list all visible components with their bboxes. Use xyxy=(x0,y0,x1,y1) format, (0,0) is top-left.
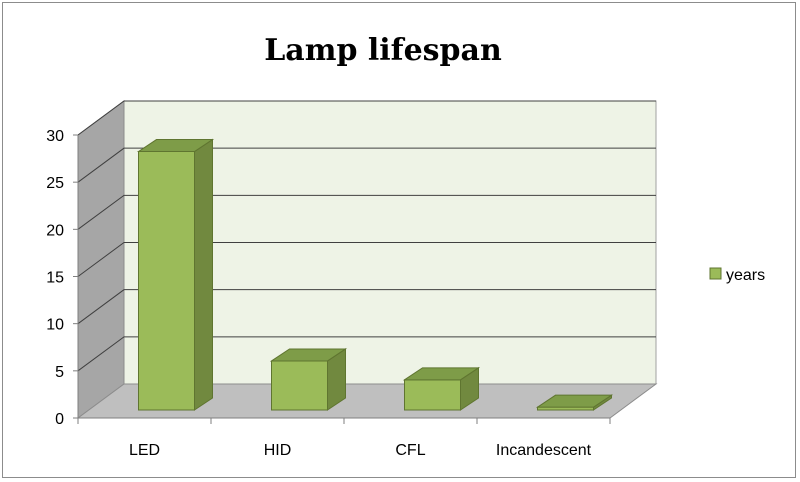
bar xyxy=(535,394,614,411)
gridline xyxy=(77,289,656,325)
legend: years xyxy=(709,267,765,284)
bar xyxy=(136,138,215,411)
bars xyxy=(136,138,614,411)
y-tick-label: 15 xyxy=(46,270,64,287)
gridline xyxy=(77,194,656,230)
x-tick-label: LED xyxy=(129,442,160,459)
bar-top xyxy=(136,139,215,153)
y-tick-label: 0 xyxy=(55,411,64,428)
bar-front xyxy=(404,379,461,411)
x-axis-labels: LED HID CFL Incandescent xyxy=(77,418,611,459)
chart-title: Lamp lifespan xyxy=(264,33,502,68)
gridline xyxy=(77,242,656,277)
x-tick-label: CFL xyxy=(395,442,425,459)
x-tick-label: Incandescent xyxy=(496,442,592,459)
bar xyxy=(269,348,348,411)
gridline xyxy=(77,100,656,136)
x-tick-label: HID xyxy=(264,442,292,459)
bar-side xyxy=(194,138,213,411)
legend-swatch xyxy=(709,267,722,280)
bar xyxy=(402,366,481,411)
bar-front xyxy=(138,151,195,411)
bar-front xyxy=(271,360,328,411)
gridline xyxy=(77,147,656,183)
gridline xyxy=(77,336,656,372)
bar-top xyxy=(535,394,614,408)
y-tick-label: 25 xyxy=(46,175,64,192)
y-tick-label: 5 xyxy=(55,364,64,381)
y-tick-label: 10 xyxy=(46,317,64,334)
gridlines xyxy=(77,100,656,372)
y-tick-label: 30 xyxy=(46,128,64,145)
bar-top xyxy=(269,348,348,362)
y-tick-label: 20 xyxy=(46,222,64,239)
legend-label: years xyxy=(726,267,765,284)
y-axis-ticks: 0 5 10 15 20 25 30 xyxy=(46,128,78,428)
bar-top xyxy=(402,367,481,381)
